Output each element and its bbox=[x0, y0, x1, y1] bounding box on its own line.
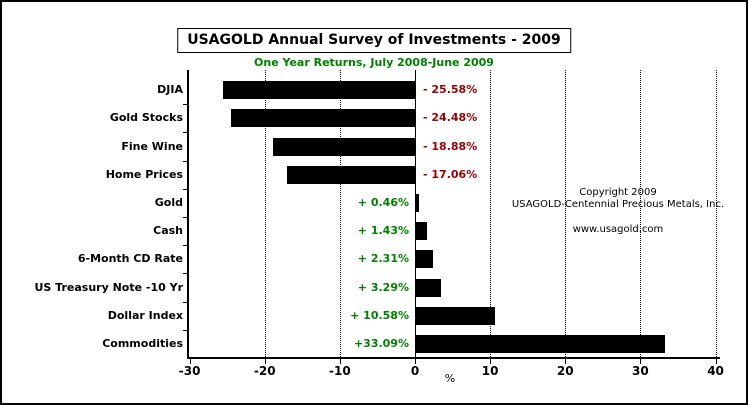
chart-subtitle: One Year Returns, July 2008-June 2009 bbox=[254, 56, 494, 69]
y-axis-tick bbox=[183, 161, 187, 162]
bar bbox=[416, 335, 665, 353]
y-axis-tick bbox=[183, 273, 187, 274]
category-label: Commodities bbox=[102, 337, 183, 350]
category-label: 6-Month CD Rate bbox=[77, 252, 183, 265]
x-axis-tick-label: -30 bbox=[178, 364, 201, 378]
x-axis-tick bbox=[189, 359, 191, 364]
x-axis-tick-label: 10 bbox=[481, 364, 499, 378]
x-axis bbox=[187, 357, 720, 359]
bar bbox=[416, 307, 495, 325]
bar bbox=[231, 109, 415, 127]
vertical-gridline bbox=[264, 70, 266, 357]
bar bbox=[416, 250, 433, 268]
value-label: + 3.29% bbox=[357, 281, 409, 294]
copyright-line-2: USAGOLD-Centennial Precious Metals, Inc. bbox=[511, 199, 725, 210]
x-axis-tick-label: 40 bbox=[707, 364, 724, 378]
bar bbox=[416, 194, 419, 212]
category-label: Cash bbox=[153, 224, 183, 237]
x-axis-tick bbox=[415, 359, 416, 364]
value-label: - 18.88% bbox=[423, 140, 478, 153]
x-axis-tick-label: 0 bbox=[410, 364, 420, 378]
category-label: Dollar Index bbox=[107, 309, 183, 322]
copyright-block: Copyright 2009 USAGOLD-Centennial Precio… bbox=[512, 187, 724, 236]
vertical-gridline bbox=[565, 70, 567, 357]
x-axis-tick-label: 20 bbox=[556, 364, 574, 378]
y-axis-tick bbox=[183, 330, 187, 331]
vertical-gridline bbox=[715, 70, 717, 357]
y-axis bbox=[187, 70, 189, 359]
bar bbox=[223, 81, 415, 99]
zero-gridline bbox=[415, 70, 416, 357]
y-axis-tick bbox=[183, 104, 187, 105]
vertical-gridline bbox=[490, 70, 492, 357]
y-axis-tick bbox=[183, 189, 187, 190]
category-label: Home Prices bbox=[105, 168, 183, 181]
y-axis-tick bbox=[183, 302, 187, 303]
x-axis-tick bbox=[339, 359, 341, 364]
value-label: - 17.06% bbox=[423, 168, 478, 181]
x-axis-tick bbox=[640, 359, 642, 364]
x-axis-tick-label: -20 bbox=[253, 364, 276, 378]
chart-title-box: USAGOLD Annual Survey of Investments - 2… bbox=[177, 28, 571, 53]
x-axis-tick bbox=[490, 359, 492, 364]
y-axis-tick bbox=[183, 245, 187, 246]
category-label: Fine Wine bbox=[121, 140, 183, 153]
x-axis-tick bbox=[715, 359, 717, 364]
x-axis-tick-label: -10 bbox=[329, 364, 351, 378]
category-label: US Treasury Note -10 Yr bbox=[34, 281, 184, 294]
category-label: Gold Stocks bbox=[109, 111, 183, 124]
value-label: + 10.58% bbox=[350, 309, 409, 322]
category-label: Gold bbox=[154, 196, 183, 209]
x-axis-unit-label: % bbox=[444, 372, 456, 385]
y-axis-tick bbox=[183, 217, 187, 218]
value-label: + 1.43% bbox=[357, 224, 409, 237]
category-label: DJIA bbox=[157, 83, 183, 96]
value-label: + 0.46% bbox=[357, 196, 409, 209]
value-label: - 25.58% bbox=[423, 83, 478, 96]
y-axis-tick bbox=[183, 132, 187, 133]
value-label: +33.09% bbox=[353, 337, 409, 350]
vertical-gridline bbox=[640, 70, 642, 357]
value-label: + 2.31% bbox=[357, 252, 409, 265]
chart-title: USAGOLD Annual Survey of Investments - 2… bbox=[187, 32, 561, 48]
copyright-line-1: Copyright 2009 bbox=[579, 187, 657, 198]
bar bbox=[416, 222, 427, 240]
vertical-gridline bbox=[339, 70, 341, 357]
x-axis-tick-label: 30 bbox=[632, 364, 649, 378]
bar bbox=[273, 138, 415, 156]
x-axis-tick bbox=[264, 359, 266, 364]
value-label: - 24.48% bbox=[423, 111, 478, 124]
bar bbox=[416, 279, 441, 297]
bar bbox=[287, 166, 415, 184]
x-axis-tick bbox=[565, 359, 567, 364]
copyright-url: www.usagold.com bbox=[572, 224, 664, 235]
